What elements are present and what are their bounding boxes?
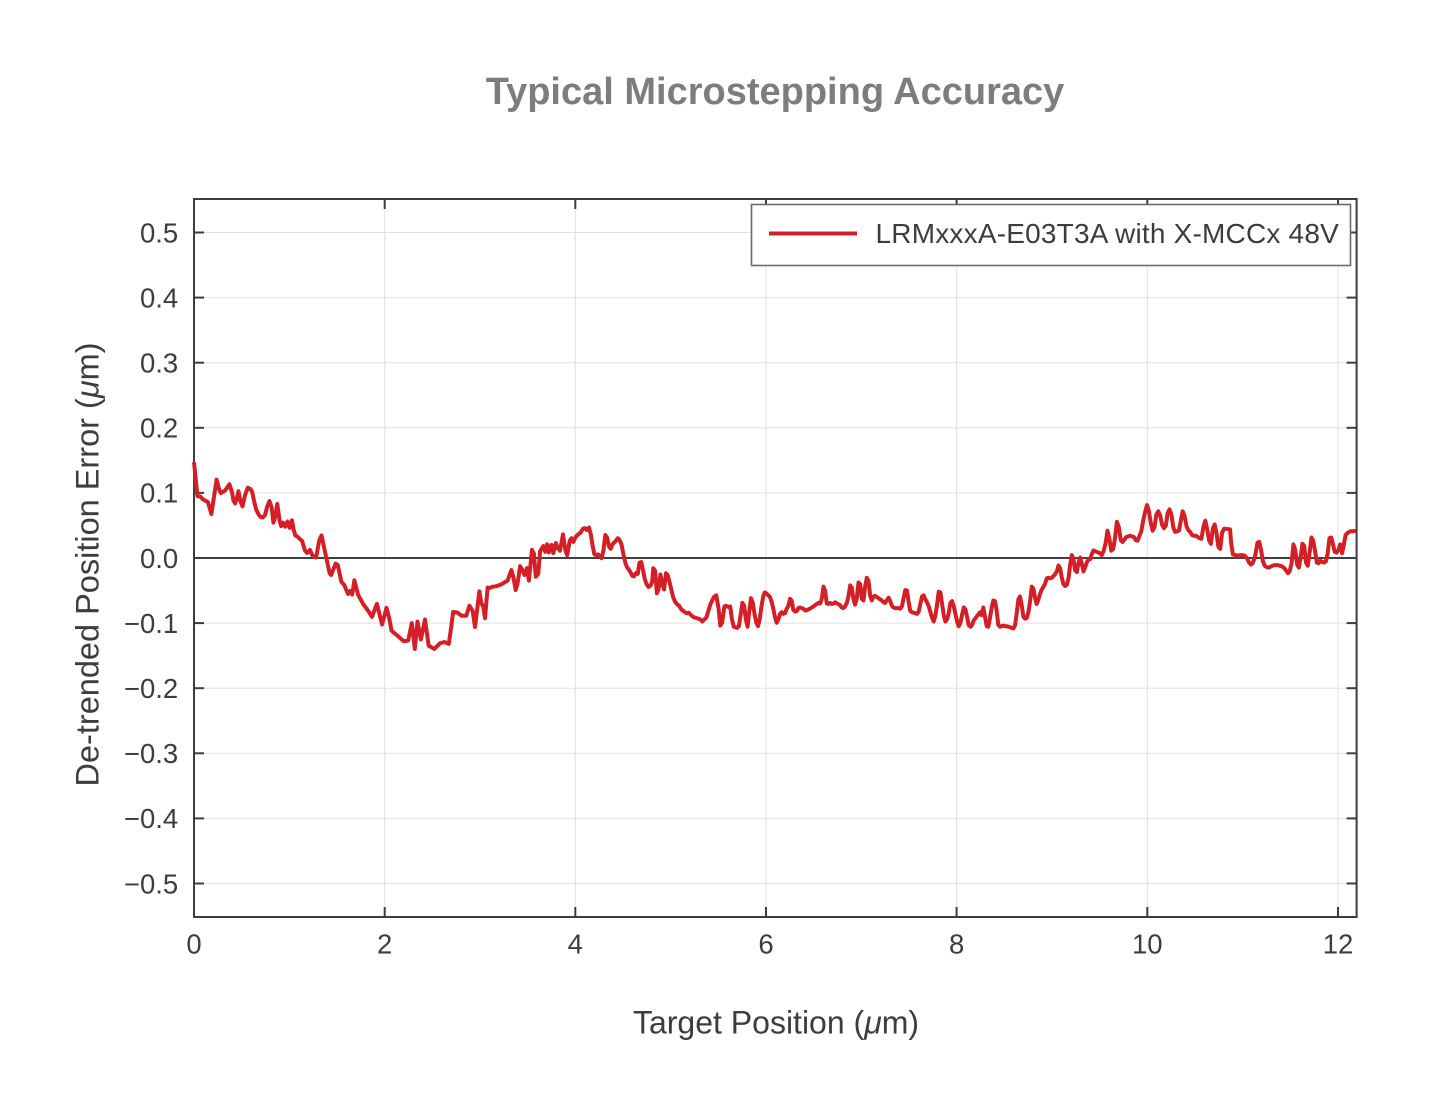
svg-text:−0.4: −0.4 (124, 803, 178, 834)
svg-text:12: 12 (1323, 929, 1354, 960)
svg-text:De-trended Position Error (μm): De-trended Position Error (μm) (70, 342, 106, 786)
svg-text:−0.3: −0.3 (124, 738, 178, 769)
svg-text:LRMxxxA-E03T3A with X-MCCx 48V: LRMxxxA-E03T3A with X-MCCx 48V (876, 218, 1340, 249)
svg-text:0.3: 0.3 (140, 348, 178, 379)
svg-text:Typical Microstepping Accuracy: Typical Microstepping Accuracy (486, 71, 1065, 113)
svg-text:8: 8 (949, 929, 964, 960)
svg-text:10: 10 (1132, 929, 1163, 960)
svg-text:0: 0 (186, 929, 201, 960)
svg-text:0.2: 0.2 (140, 413, 178, 444)
svg-text:0.0: 0.0 (140, 543, 178, 574)
svg-text:4: 4 (568, 929, 583, 960)
svg-text:Target Position (μm): Target Position (μm) (633, 1005, 919, 1041)
svg-text:−0.2: −0.2 (124, 673, 178, 704)
svg-text:0.1: 0.1 (140, 478, 178, 509)
svg-text:0.5: 0.5 (140, 217, 178, 248)
svg-text:0.4: 0.4 (140, 282, 178, 313)
svg-text:−0.1: −0.1 (124, 608, 178, 639)
svg-text:6: 6 (758, 929, 773, 960)
svg-text:2: 2 (377, 929, 392, 960)
svg-text:−0.5: −0.5 (124, 868, 178, 899)
